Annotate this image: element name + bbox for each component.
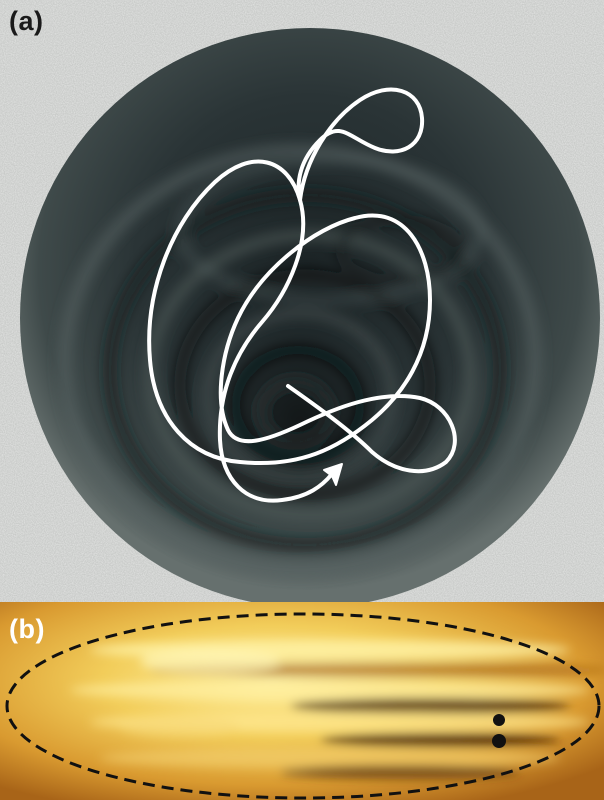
ellipse-boundary <box>5 612 601 800</box>
panel-a: (a) <box>0 0 604 602</box>
panel-a-image <box>0 0 604 602</box>
droplet-upper <box>493 714 505 726</box>
droplet-lower <box>492 734 506 748</box>
panel-b: (b) <box>0 602 604 800</box>
panel-b-label: (b) <box>9 614 45 644</box>
walker-trajectory <box>147 159 457 503</box>
panel-a-label: (a) <box>9 6 44 36</box>
panel-b-image <box>0 602 604 800</box>
trajectory-arrow-icon <box>323 463 343 486</box>
trajectory-loop-top <box>296 87 425 202</box>
